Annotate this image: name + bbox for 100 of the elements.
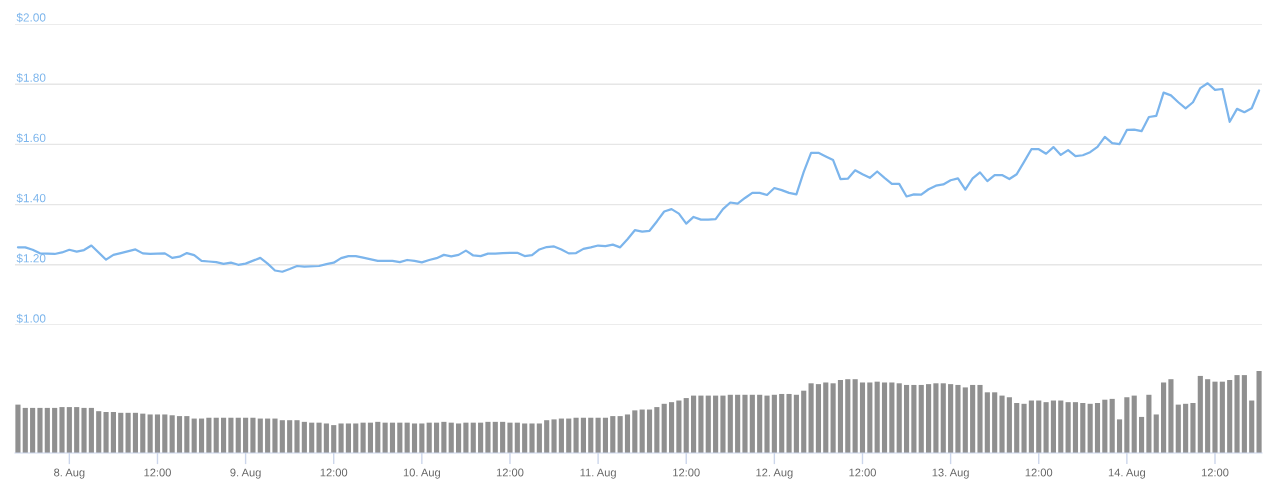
- bar: [323, 423, 329, 453]
- x-tick-label: 12:00: [144, 468, 171, 477]
- bar: [940, 383, 946, 453]
- x-tick-label: 13. Aug: [932, 468, 969, 479]
- bar: [595, 417, 601, 453]
- x-tick-label: 12:00: [849, 468, 876, 477]
- bar: [933, 383, 939, 453]
- bar: [316, 422, 322, 453]
- bar: [926, 384, 932, 453]
- bar: [1094, 402, 1101, 453]
- bar: [22, 407, 28, 453]
- bar: [522, 423, 528, 453]
- bar: [903, 384, 910, 453]
- bar: [59, 407, 65, 453]
- x-tick-label: 12:00: [1201, 468, 1229, 477]
- bar: [147, 414, 153, 453]
- bar: [66, 407, 72, 453]
- bar: [779, 393, 785, 453]
- bar: [433, 422, 440, 453]
- bar: [1080, 402, 1086, 453]
- bar: [272, 418, 278, 453]
- bar: [154, 414, 161, 453]
- bar: [1256, 371, 1262, 453]
- bar: [448, 422, 454, 453]
- bar: [948, 384, 954, 453]
- bar: [889, 382, 895, 453]
- bar: [580, 417, 586, 453]
- bar: [169, 415, 175, 453]
- bar: [1116, 419, 1123, 453]
- bar: [470, 422, 476, 453]
- bar: [786, 393, 792, 453]
- bar: [198, 418, 205, 453]
- bar: [287, 420, 293, 453]
- bar: [551, 419, 557, 453]
- x-tick-label: 14. Aug: [1108, 468, 1145, 479]
- bar: [654, 407, 660, 453]
- bar: [265, 418, 271, 453]
- y-tick-label: $2.00: [16, 12, 46, 23]
- x-tick-label: 10. Aug: [403, 468, 440, 479]
- bar: [345, 423, 351, 453]
- bar: [184, 416, 190, 453]
- bar: [646, 409, 653, 453]
- bar: [602, 417, 609, 453]
- bar: [221, 417, 227, 453]
- bar: [367, 422, 374, 453]
- bar: [1065, 402, 1071, 453]
- bar: [536, 423, 542, 453]
- bar: [309, 422, 315, 453]
- bar: [992, 392, 998, 453]
- x-tick-label: 12. Aug: [756, 468, 793, 479]
- bar: [118, 412, 124, 453]
- bar: [1138, 416, 1145, 453]
- bar: [984, 392, 990, 453]
- x-tick-label: 12:00: [1025, 468, 1053, 477]
- bar: [1227, 380, 1233, 453]
- bar: [243, 417, 249, 453]
- bar: [1241, 375, 1247, 453]
- bar: [250, 417, 256, 453]
- bar: [30, 407, 36, 453]
- bar: [573, 417, 579, 453]
- bar: [588, 417, 594, 453]
- bar: [301, 421, 307, 453]
- bar: [507, 422, 513, 453]
- bar: [382, 422, 388, 453]
- bar: [360, 422, 366, 453]
- x-tick-label: 9. Aug: [230, 468, 261, 479]
- bar: [132, 412, 139, 453]
- bar: [294, 420, 300, 453]
- bar: [661, 403, 667, 453]
- bar: [676, 400, 682, 453]
- bar: [1190, 402, 1196, 453]
- x-tick-label: 12:00: [496, 468, 524, 477]
- bar: [1087, 403, 1093, 453]
- y-tick-label: $1.40: [16, 193, 46, 203]
- bar: [1124, 397, 1130, 453]
- bar: [338, 423, 344, 453]
- bar: [639, 409, 645, 453]
- y-tick-label: $1.20: [16, 253, 46, 264]
- bar: [162, 414, 168, 453]
- bar: [492, 421, 498, 453]
- bar: [441, 421, 447, 453]
- bar: [1028, 400, 1034, 453]
- bar: [375, 421, 381, 453]
- y-tick-label: $1.60: [16, 133, 46, 143]
- bar: [1050, 400, 1056, 453]
- bar: [411, 423, 418, 453]
- bar: [683, 398, 689, 453]
- bar: [110, 412, 116, 453]
- x-tick-label: 12:00: [320, 468, 348, 477]
- y-tick-label: $1.00: [16, 313, 46, 324]
- bar: [81, 407, 87, 453]
- bar: [1219, 381, 1225, 453]
- bar: [529, 423, 535, 453]
- bar: [140, 413, 146, 453]
- bar: [1058, 400, 1064, 453]
- bar: [823, 382, 829, 453]
- bar: [514, 422, 520, 453]
- bar: [632, 410, 638, 453]
- bar: [1212, 381, 1218, 453]
- bar: [1102, 399, 1108, 453]
